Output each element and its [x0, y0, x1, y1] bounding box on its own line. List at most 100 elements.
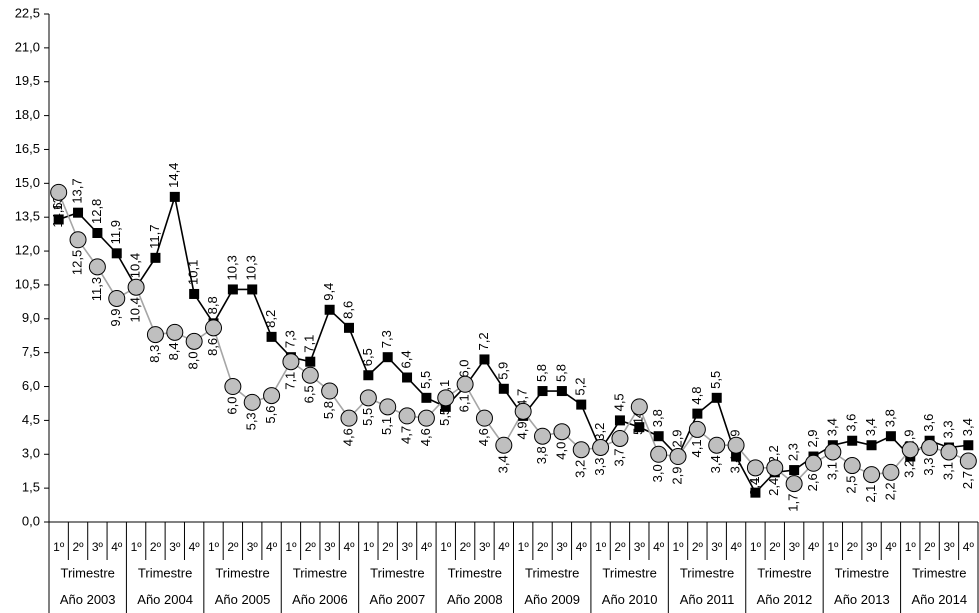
x-tick-label: 2º: [924, 540, 936, 554]
data-label: 3,1: [940, 462, 955, 480]
data-label: 3,4: [824, 418, 839, 436]
data-label: 5,2: [573, 378, 588, 396]
x-tick-label: 1º: [672, 540, 684, 554]
point: [727, 436, 745, 454]
point: [266, 331, 277, 342]
x-tick-label: 2º: [150, 540, 162, 554]
point: [437, 389, 455, 407]
x-tick-label: 1º: [905, 540, 917, 554]
point: [340, 409, 358, 427]
data-label: 2,7: [960, 471, 975, 489]
x-tick-label: 4º: [343, 540, 355, 554]
point: [731, 451, 742, 462]
y-tick-label: 0,0: [22, 513, 40, 528]
data-label: 3,0: [650, 464, 665, 482]
x-tick-label: 3º: [711, 540, 723, 554]
group-sublabel: Trimestre: [448, 565, 502, 580]
point: [205, 319, 223, 337]
data-label: 10,4: [128, 297, 143, 322]
point: [711, 392, 722, 403]
data-label: 5,6: [263, 406, 278, 424]
point: [669, 448, 687, 466]
point: [556, 386, 567, 397]
group-label: Año 2010: [602, 592, 658, 607]
point: [630, 398, 648, 416]
data-label: 2,1: [863, 485, 878, 503]
x-tick-label: 3º: [479, 540, 491, 554]
point: [440, 401, 451, 412]
point: [169, 191, 180, 202]
data-label: 5,3: [244, 412, 259, 430]
data-label: 9,4: [321, 283, 336, 301]
data-label: 8,6: [205, 338, 220, 356]
group-sublabel: Trimestre: [215, 565, 269, 580]
data-label: 5,1: [631, 417, 646, 435]
data-label: 8,4: [166, 342, 181, 360]
point: [224, 378, 242, 396]
x-tick-label: 2º: [847, 540, 859, 554]
data-label: 5,5: [418, 371, 433, 389]
x-tick-label: 2º: [382, 540, 394, 554]
point: [901, 441, 919, 459]
data-label: 4,1: [689, 439, 704, 457]
point: [146, 326, 164, 344]
group-label: Año 2004: [137, 592, 193, 607]
point: [189, 288, 200, 299]
point: [88, 258, 106, 276]
point: [572, 441, 590, 459]
x-tick-label: 3º: [556, 540, 568, 554]
data-label: 3,3: [592, 457, 607, 475]
x-tick-label: 4º: [808, 540, 820, 554]
point: [379, 398, 397, 416]
data-label: 11,7: [147, 224, 162, 248]
data-label: 7,2: [476, 332, 491, 350]
data-label: 7,3: [379, 330, 394, 348]
point: [398, 407, 416, 425]
point: [766, 459, 784, 477]
point: [127, 278, 145, 296]
y-tick-label: 6,0: [22, 378, 40, 393]
data-label: 5,9: [495, 362, 510, 380]
x-tick-label: 3º: [247, 540, 259, 554]
point: [885, 431, 896, 442]
point: [227, 284, 238, 295]
point: [495, 436, 513, 454]
point: [614, 415, 625, 426]
point: [650, 445, 668, 463]
point: [537, 386, 548, 397]
data-label: 10,4: [128, 253, 143, 278]
x-tick-label: 3º: [789, 540, 801, 554]
point: [824, 443, 842, 461]
data-label: 10,1: [186, 260, 201, 285]
point: [804, 454, 822, 472]
data-label: 8,0: [186, 351, 201, 369]
y-tick-label: 22,5: [15, 5, 40, 20]
data-label: 3,4: [863, 418, 878, 436]
group-sublabel: Trimestre: [370, 565, 424, 580]
group-sublabel: Trimestre: [680, 565, 734, 580]
data-label: 4,8: [689, 387, 704, 405]
data-label: 8,6: [340, 301, 355, 319]
x-tick-label: 4º: [653, 540, 665, 554]
x-tick-label: 1º: [131, 540, 143, 554]
data-label: 3,3: [921, 457, 936, 475]
point: [92, 228, 103, 239]
group-sublabel: Trimestre: [293, 565, 347, 580]
data-label: 10,3: [244, 255, 259, 280]
group-label: Año 2011: [680, 592, 735, 607]
group-label: Año 2014: [911, 592, 967, 607]
y-tick-label: 1,5: [22, 480, 40, 495]
point: [843, 457, 861, 475]
point: [750, 487, 761, 498]
x-tick-label: 2º: [460, 540, 472, 554]
data-label: 10,3: [224, 255, 239, 280]
data-label: 3,4: [960, 418, 975, 436]
data-label: 3,3: [940, 420, 955, 438]
point: [185, 332, 203, 350]
x-tick-label: 4º: [576, 540, 588, 554]
group-sublabel: Trimestre: [602, 565, 656, 580]
group-sublabel: Trimestre: [138, 565, 192, 580]
y-tick-label: 3,0: [22, 446, 40, 461]
group-sublabel: Trimestre: [525, 565, 579, 580]
